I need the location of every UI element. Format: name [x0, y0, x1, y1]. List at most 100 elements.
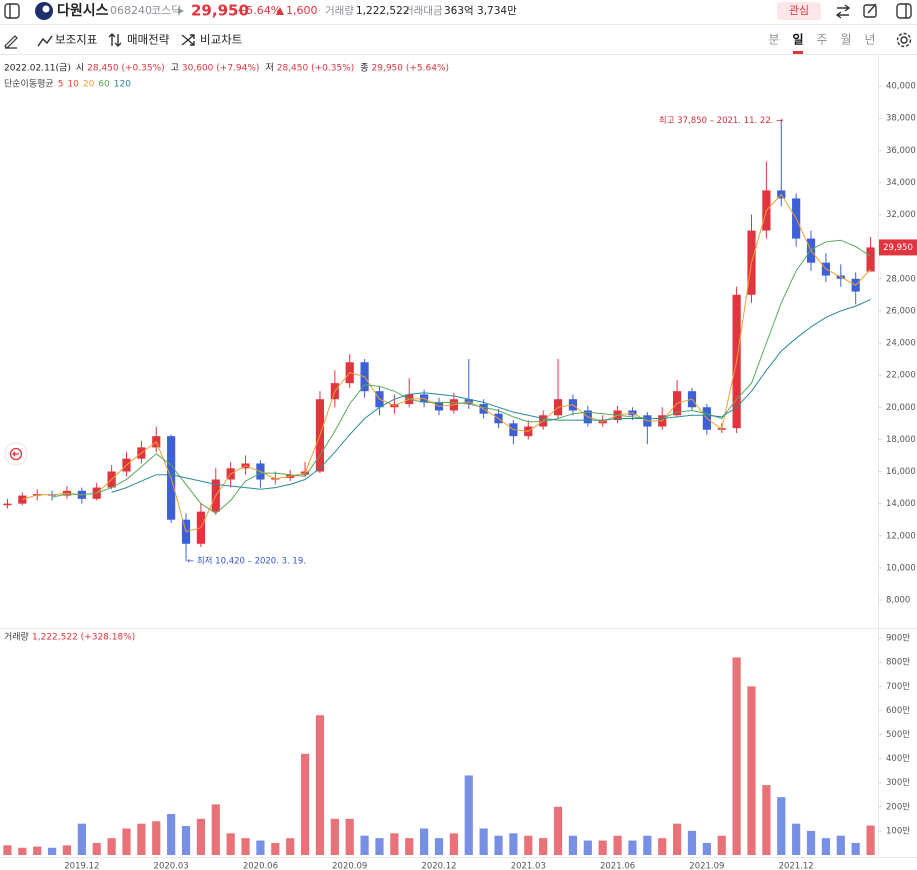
volume-bar: [806, 830, 816, 855]
panel-toggle[interactable]: [896, 3, 912, 19]
volume-bar: [152, 821, 161, 855]
y-tick-label: 8,000: [886, 596, 910, 606]
ma-legend: 단순이동평균 5 10 20 60 120: [4, 79, 131, 90]
volume-bar: [717, 835, 726, 855]
compare-icon[interactable]: [181, 34, 195, 46]
indicator-icon[interactable]: [37, 35, 53, 47]
volume-bar: [628, 840, 637, 855]
volume-bar: [866, 825, 875, 855]
volume-bar: [315, 715, 325, 855]
y-tick-label: 40,000: [886, 82, 916, 92]
volume-bar: [851, 842, 860, 855]
period-tab[interactable]: 월: [840, 33, 851, 47]
scroll-back-arrow: [12, 451, 19, 457]
x-tick-label: 2021.03: [511, 862, 546, 870]
volume-bar: [300, 753, 310, 855]
volume-bar: [420, 828, 429, 855]
volume-bar: [107, 838, 116, 855]
volume-bar: [673, 823, 682, 855]
edit-icon[interactable]: [863, 3, 877, 18]
stock-name: 다원시스: [57, 3, 109, 19]
legend-entry: 10: [67, 80, 79, 90]
volume-bar: [836, 835, 845, 855]
market-arrow: [178, 8, 184, 14]
period-tab[interactable]: 주: [816, 33, 827, 47]
volume-tick-label: 700만: [886, 682, 910, 692]
stock-logo-mark: [42, 5, 50, 13]
settings-icon[interactable]: [896, 32, 912, 48]
sidebar-toggle[interactable]: [4, 3, 20, 19]
stock-price: 29,950: [191, 2, 249, 20]
stock-market: 코스닥: [151, 4, 181, 17]
volume-bar: [167, 814, 176, 855]
volume-title: 거래량: [4, 631, 29, 643]
period-tab[interactable]: 년: [864, 33, 875, 47]
volume-tick-label: 300만: [886, 778, 910, 788]
volume-plot: 100만 200만 300만 400만 500만 600만 700만 800만 900만 거래량 1…: [3, 631, 910, 855]
x-tick-label: 2021.06: [600, 862, 635, 870]
y-tick-label: 34,000: [886, 178, 916, 188]
y-tick-label: 22,000: [886, 371, 916, 381]
volume-bar: [405, 838, 414, 855]
watch-button[interactable]: [777, 2, 821, 20]
ma-line: [51, 239, 871, 514]
volume-bar: [568, 835, 578, 855]
y-tick-label: 14,000: [886, 499, 916, 509]
volume-bar: [137, 823, 146, 855]
tool-button[interactable]: 비교차트: [200, 33, 242, 47]
y-tick-label: 10,000: [886, 563, 916, 573]
volume-bar: [583, 840, 592, 855]
period-tab[interactable]: 분: [768, 33, 779, 47]
period-tab[interactable]: 일: [792, 33, 803, 47]
amount-label: 거래대금: [404, 5, 443, 17]
volume-bar: [345, 818, 354, 855]
x-tick-label: 2020.03: [154, 862, 189, 870]
legend-entry: 단순이동평균: [4, 79, 54, 90]
volume-bar: [271, 842, 280, 855]
info-value: 28,450 (+0.35%): [87, 64, 165, 74]
last-price-tag: [879, 239, 917, 256]
volume-bar: [792, 823, 801, 855]
volume-bar: [77, 823, 86, 855]
x-tick-label: 2021.12: [779, 862, 814, 870]
volume-bar: [494, 835, 503, 855]
volume-bar: [62, 845, 72, 855]
separator: ·: [318, 6, 321, 17]
y-tick-label: 32,000: [886, 210, 916, 220]
x-tick-label: 2020.06: [243, 862, 278, 870]
info-label: 종: [360, 63, 368, 74]
volume-bar: [702, 842, 711, 855]
volume-bar: [658, 838, 667, 855]
y-tick-label: 38,000: [886, 114, 916, 124]
y-tick-label: 20,000: [886, 403, 916, 413]
info-label: 저: [265, 63, 273, 74]
last-price-label: 29,950: [883, 243, 913, 253]
volume-label: 거래량: [325, 5, 354, 17]
swap-icon[interactable]: [835, 4, 851, 19]
scroll-back-icon: [9, 447, 23, 461]
volume-bar: [18, 847, 27, 855]
volume-bar: [747, 686, 756, 855]
watch-button-label: 관심: [789, 4, 809, 17]
stock-code: 068240: [110, 4, 152, 17]
tool-group: 보조지표 매매전략 비교차트: [55, 33, 242, 47]
strategy-icon[interactable]: [108, 33, 122, 47]
tool-button[interactable]: 매매전략: [127, 33, 170, 47]
volume-tick-label: 800만: [886, 658, 910, 668]
tool-button[interactable]: 보조지표: [55, 33, 97, 47]
y-tick-label: 26,000: [886, 306, 916, 316]
y-tick-label: 16,000: [886, 467, 916, 477]
volume-bar: [92, 842, 101, 855]
draw-icon[interactable]: [4, 35, 18, 49]
volume-bar: [449, 833, 458, 855]
info-value: 28,450 (+0.35%): [277, 64, 355, 74]
volume-tick-label: 900만: [886, 634, 910, 644]
change-amount: 1,600: [286, 4, 318, 17]
legend-entry: 60: [98, 80, 110, 90]
info-value: 30,600 (+7.94%): [182, 64, 260, 74]
volume-bar: [687, 830, 697, 855]
candle-body: [866, 247, 875, 272]
volume-bar: [211, 804, 220, 855]
